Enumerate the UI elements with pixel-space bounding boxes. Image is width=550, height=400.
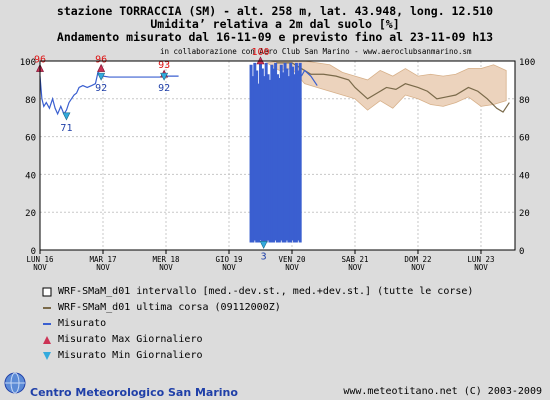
y-tick-label-right: 60 bbox=[519, 134, 530, 144]
x-tick-label-month: NOV bbox=[348, 263, 362, 272]
x-tick-label-day: GIO 19 bbox=[215, 255, 242, 264]
legend-text: Misurato bbox=[58, 318, 107, 329]
min-marker-label: 92 bbox=[158, 83, 170, 94]
y-tick-label-left: 0 bbox=[31, 247, 36, 257]
y-tick-label-right: 100 bbox=[519, 58, 535, 68]
y-tick-label-left: 80 bbox=[25, 96, 36, 106]
max-marker bbox=[97, 63, 106, 72]
legend-line-icon bbox=[43, 307, 51, 309]
x-tick-label-day: DOM 22 bbox=[404, 255, 431, 264]
x-tick-label-day: MER 18 bbox=[152, 255, 180, 264]
legend-text: WRF-SMaM_d01 ultima corsa (09112000Z) bbox=[58, 302, 281, 313]
footer-copyright: www.meteotitano.net (C) 2003-2009 bbox=[343, 386, 542, 397]
min-marker-label: 71 bbox=[60, 123, 72, 134]
forecast-band bbox=[265, 60, 507, 111]
chart-title-variable: Umidita’ relativa a 2m dal suolo [%] bbox=[150, 17, 400, 31]
x-tick-label-day: SAB 21 bbox=[341, 255, 368, 264]
legend-triangle-up-icon bbox=[43, 336, 51, 344]
legend-line-icon bbox=[43, 323, 51, 325]
measured-line bbox=[39, 71, 179, 116]
measured-line-tail bbox=[300, 69, 318, 86]
x-tick-label-day: MAR 17 bbox=[89, 255, 116, 264]
min-marker-label: 92 bbox=[95, 83, 107, 94]
legend-text: Misurato Min Giornaliero bbox=[58, 350, 203, 361]
x-tick-label-month: NOV bbox=[285, 263, 299, 272]
chart-title-period: Andamento misurato dal 16-11-09 e previs… bbox=[56, 30, 494, 44]
y-tick-label-right: 20 bbox=[519, 209, 530, 219]
forecast-line bbox=[276, 62, 510, 113]
x-tick-label-day: LUN 16 bbox=[26, 255, 54, 264]
min-marker bbox=[62, 112, 71, 121]
x-tick-label-month: NOV bbox=[33, 263, 47, 272]
y-tick-label-left: 60 bbox=[25, 134, 36, 144]
x-tick-label-day: VEN 20 bbox=[278, 255, 306, 264]
footer-organization: Centro Meteorologico San Marino bbox=[30, 386, 238, 399]
chart-title-station: stazione TORRACCIA (SM) - alt. 258 m, la… bbox=[56, 4, 494, 18]
globe-logo-icon bbox=[4, 372, 26, 394]
min-marker bbox=[97, 72, 106, 81]
max-marker-label: 100 bbox=[251, 47, 269, 58]
y-tick-label-left: 100 bbox=[20, 58, 36, 68]
y-tick-label-left: 20 bbox=[25, 209, 36, 219]
legend-triangle-down-icon bbox=[43, 352, 51, 360]
plot-frame bbox=[39, 60, 516, 251]
legend-text: Misurato Max Giornaliero bbox=[58, 334, 203, 345]
min-marker-label: 3 bbox=[261, 251, 267, 262]
max-marker-label: 96 bbox=[34, 55, 46, 66]
x-tick-label-month: NOV bbox=[411, 263, 425, 272]
y-tick-label-right: 80 bbox=[519, 96, 530, 106]
legend-text: WRF-SMaM_d01 intervallo [med.-dev.st., m… bbox=[58, 286, 474, 297]
x-tick-label-month: NOV bbox=[96, 263, 110, 272]
y-tick-label-right: 40 bbox=[519, 171, 530, 181]
legend-box-icon bbox=[42, 287, 52, 297]
x-tick-label-day: LUN 23 bbox=[467, 255, 494, 264]
max-marker-label: 93 bbox=[158, 60, 170, 71]
y-tick-label-right: 0 bbox=[519, 247, 524, 257]
y-tick-label-left: 40 bbox=[25, 171, 36, 181]
max-marker-label: 96 bbox=[95, 55, 107, 66]
min-marker bbox=[259, 241, 268, 250]
min-marker bbox=[160, 72, 169, 81]
x-tick-label-month: NOV bbox=[474, 263, 488, 272]
x-tick-label-month: NOV bbox=[159, 263, 173, 272]
collaboration-note: in collaborazione con Aero Club San Mari… bbox=[160, 47, 472, 56]
x-tick-label-month: NOV bbox=[222, 263, 236, 272]
